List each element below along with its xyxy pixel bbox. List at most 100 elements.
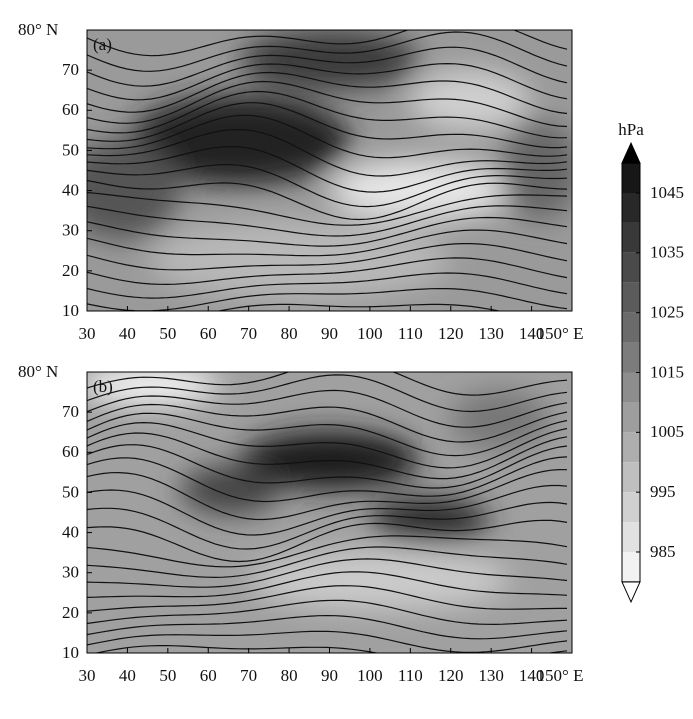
colorbar-tick-label: 1025	[650, 303, 684, 322]
colorbar-arrow	[621, 141, 641, 164]
contour-line	[87, 90, 568, 139]
contour-line	[87, 599, 568, 626]
x-tick-label: 60	[200, 666, 217, 685]
contour-line	[87, 468, 568, 521]
y-tick-label: 70	[62, 60, 79, 79]
contour-line	[87, 558, 568, 588]
contour-line	[87, 571, 568, 598]
contour-line	[87, 164, 568, 208]
contour-line	[87, 630, 568, 653]
y-tick-label: 10	[62, 301, 79, 320]
x-tick-label: 150° E	[537, 666, 584, 685]
colorbar-tick-label: 985	[650, 542, 676, 561]
contour-line	[87, 501, 568, 550]
x-tick-label: 100	[357, 666, 383, 685]
colorbar-band	[622, 402, 640, 433]
x-tick-label: 30	[79, 324, 96, 343]
contour-line	[87, 216, 568, 247]
contour-line	[87, 456, 568, 503]
x-tick-label: 130	[478, 324, 504, 343]
y-tick-label: 80° N	[18, 362, 58, 381]
contour-line	[87, 71, 568, 115]
x-tick-label: 140	[519, 666, 545, 685]
x-tick-label: 40	[119, 666, 136, 685]
y-tick-label: 50	[62, 482, 79, 501]
contour-line	[87, 444, 568, 489]
y-tick-label: 60	[62, 100, 79, 119]
x-tick-label: 70	[240, 666, 257, 685]
panel-a-shading	[87, 30, 572, 311]
contour-line	[87, 412, 568, 457]
y-tick-label: 80° N	[18, 20, 58, 39]
contour-line	[215, 303, 503, 311]
x-tick-label: 90	[321, 666, 338, 685]
y-tick-label: 60	[62, 442, 79, 461]
contour-group	[87, 30, 568, 311]
contour-line	[87, 421, 568, 469]
colorbar-arrow	[621, 581, 641, 604]
y-tick-label: 30	[62, 221, 79, 240]
x-tick-label: 110	[398, 666, 423, 685]
y-tick-label: 40	[62, 522, 79, 541]
panel-label: (b)	[93, 377, 113, 396]
colorbar-band	[622, 163, 640, 193]
contour-line	[87, 372, 568, 396]
x-tick-label: 70	[240, 324, 257, 343]
colorbar-band	[622, 372, 640, 403]
contour-line	[87, 288, 568, 311]
contours	[87, 30, 568, 653]
x-tick-label: 30	[79, 666, 96, 685]
x-tick-label: 80	[281, 666, 298, 685]
colorbar-band	[622, 492, 640, 523]
x-tick-label: 120	[438, 324, 464, 343]
contour-line	[87, 546, 568, 579]
colorbar-band	[622, 432, 640, 463]
x-tick-label: 150° E	[537, 324, 584, 343]
contour-line	[87, 205, 568, 237]
colorbar-band	[622, 312, 640, 343]
x-tick-label: 50	[159, 666, 176, 685]
colorbar-tick-label: 995	[650, 482, 676, 501]
y-tick-label: 70	[62, 402, 79, 421]
colorbar-band	[622, 522, 640, 552]
colorbar-unit: hPa	[618, 120, 644, 139]
colorbar-band	[622, 552, 640, 582]
y-tick-label: 20	[62, 261, 79, 280]
contour-line	[87, 614, 568, 640]
x-tick-label: 140	[519, 324, 545, 343]
panel-label: (a)	[93, 35, 112, 54]
contour-line	[93, 645, 568, 653]
colorbar-tick-label: 1045	[650, 183, 684, 202]
colorbar-tick-label: 1015	[650, 362, 684, 381]
contour-line	[87, 229, 568, 257]
contour-line	[87, 191, 568, 226]
y-tick-label: 10	[62, 643, 79, 662]
contour-group	[87, 372, 568, 653]
contour-line	[87, 484, 568, 536]
colorbar-tick-label: 1035	[650, 243, 684, 262]
contour-line	[87, 114, 568, 159]
y-tick-label: 50	[62, 140, 79, 159]
x-tick-label: 120	[438, 666, 464, 685]
contour-line	[87, 519, 568, 563]
y-tick-label: 30	[62, 563, 79, 582]
contour-line	[87, 102, 568, 149]
contour-line	[87, 374, 568, 413]
x-tick-label: 50	[159, 324, 176, 343]
contour-line	[87, 62, 568, 101]
contour-line	[87, 403, 568, 443]
x-tick-label: 60	[200, 324, 217, 343]
colorbar-band	[622, 193, 640, 223]
x-tick-label: 40	[119, 324, 136, 343]
contour-line	[87, 179, 568, 221]
contour-line	[87, 46, 568, 87]
x-tick-label: 100	[357, 324, 383, 343]
contour-line	[87, 535, 568, 568]
colorbar-band	[622, 342, 640, 373]
x-tick-label: 110	[398, 324, 423, 343]
contour-line	[87, 272, 568, 299]
colorbar-band	[622, 282, 640, 313]
contour-line	[87, 257, 568, 286]
contour-line	[87, 243, 568, 271]
